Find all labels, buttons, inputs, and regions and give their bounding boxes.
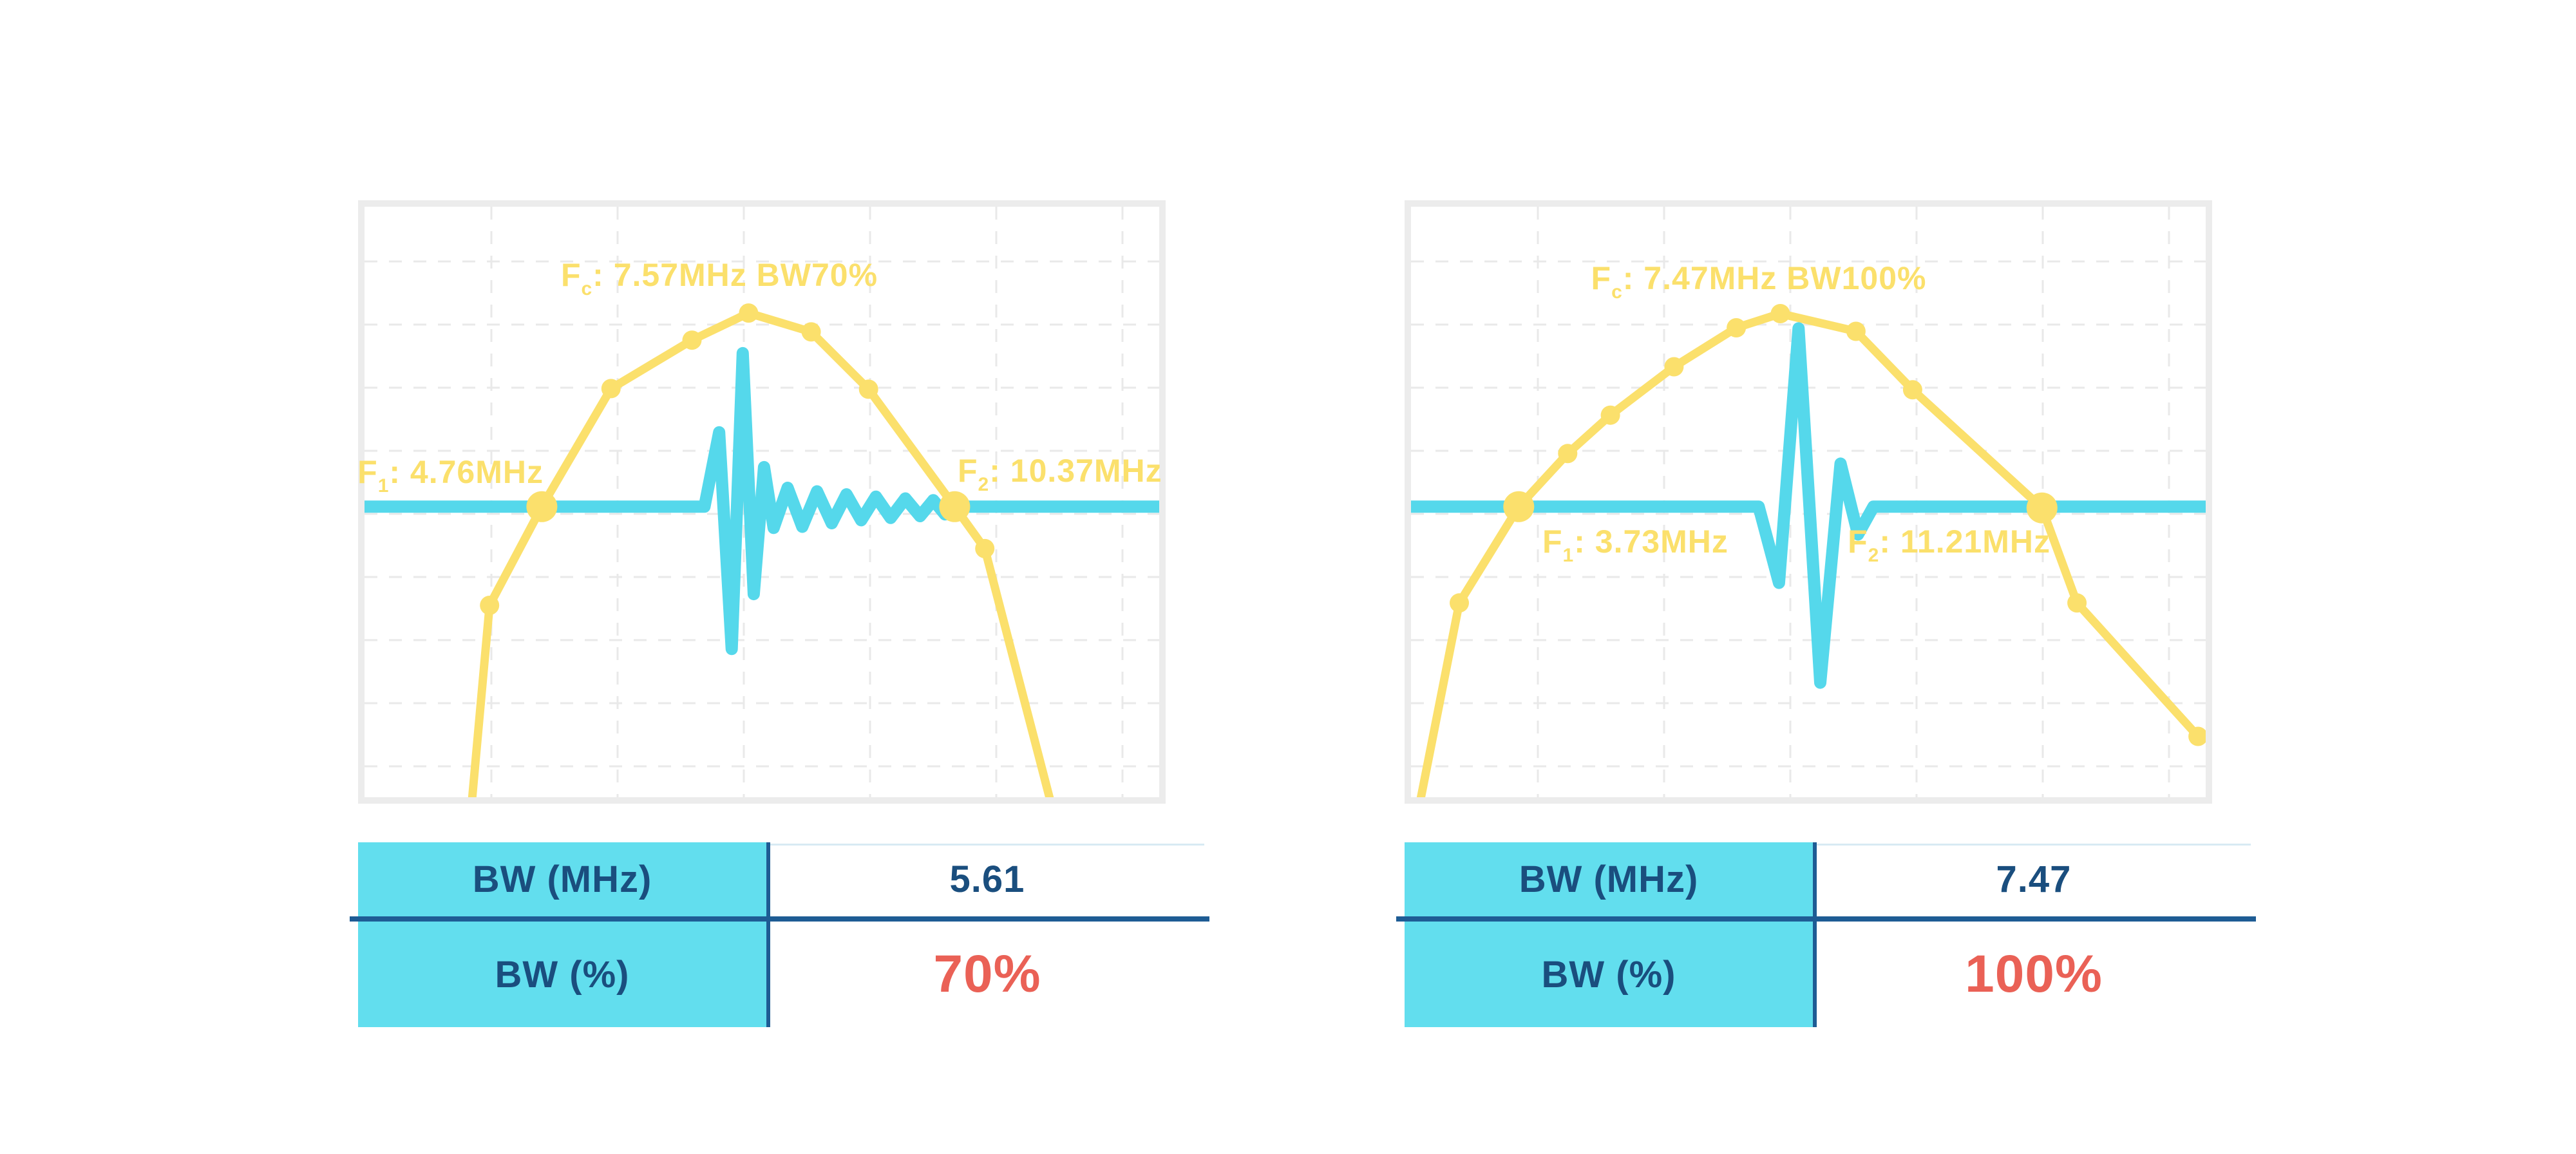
bw-pct-label-cell: BW (%)	[1405, 922, 1813, 1027]
data-point-marker	[1770, 304, 1790, 323]
bw-pct-value: 100%	[1965, 945, 2103, 1003]
data-point-marker	[1600, 405, 1620, 425]
table-top-line	[770, 844, 1204, 846]
bw-pct-value: 70%	[933, 945, 1041, 1003]
bw-mhz-value: 5.61	[949, 858, 1025, 900]
bandwidth-table: BW (MHz) 5.61 BW (%) 70%	[350, 200, 1209, 1027]
bw-pct-label: BW (%)	[1541, 953, 1676, 996]
data-point-marker	[858, 379, 878, 399]
fc-label-subscript: c	[581, 278, 593, 299]
table-row-divider	[350, 916, 1209, 922]
f2-label-value: : 11.21MHz	[1879, 524, 2050, 560]
data-point-marker	[682, 330, 702, 350]
f2-label-subscript: 2	[978, 474, 990, 495]
f2-label-value: : 10.37MHz	[989, 453, 1162, 489]
table-column-divider	[1813, 842, 1817, 1027]
table-top-line	[1817, 844, 2251, 846]
plot-svg	[365, 207, 1159, 797]
data-point-marker	[601, 379, 621, 399]
pulse-waveform-line	[365, 346, 1159, 656]
bandwidth-crossing-marker	[1503, 491, 1535, 522]
fc-label-prefix: F	[560, 257, 582, 293]
data-point-marker	[2067, 593, 2087, 613]
data-point-marker	[1450, 593, 1469, 613]
bw-mhz-value-cell: 7.47	[1817, 842, 2251, 916]
f1-label-prefix: F	[1542, 524, 1563, 560]
bw-pct-label: BW (%)	[495, 953, 630, 996]
bw-pct-value-cell: 70%	[770, 922, 1204, 1027]
data-point-marker	[1846, 321, 1866, 341]
bw-pct-value-cell: 100%	[1817, 922, 2251, 1027]
fc-label-prefix: F	[1591, 260, 1612, 296]
data-point-marker	[801, 322, 821, 342]
bw-pct-label-cell: BW (%)	[358, 922, 766, 1027]
f1-frequency-label: F1: 3.73MHz	[1542, 525, 1728, 565]
data-point-marker	[2188, 726, 2206, 746]
bw-mhz-value-cell: 5.61	[770, 842, 1204, 916]
f2-frequency-label: F2: 11.21MHz	[1848, 525, 2050, 565]
f2-frequency-label: F2: 10.37MHz	[958, 455, 1162, 495]
bw-mhz-label-cell: BW (MHz)	[1405, 842, 1813, 916]
f2-label-subscript: 2	[1868, 545, 1880, 566]
f1-label-value: : 4.76MHz	[389, 454, 544, 490]
bw-mhz-label-cell: BW (MHz)	[358, 842, 766, 916]
f2-label-prefix: F	[1848, 524, 1868, 560]
table-header-column	[1405, 842, 1813, 1027]
data-point-marker	[739, 303, 759, 323]
spectrum-chart: Fc: 7.47MHz BW100% F1: 3.73MHz F2: 11.21…	[1405, 200, 2212, 804]
spectrum-panel-bw70: Fc: 7.57MHz BW70% F1: 4.76MHz F2: 10.37M…	[350, 200, 1209, 1027]
bandwidth-crossing-marker	[526, 491, 558, 522]
center-frequency-label: Fc: 7.57MHz BW70%	[561, 259, 878, 299]
f1-label-value: : 3.73MHz	[1574, 524, 1728, 560]
f1-label-subscript: 1	[1562, 545, 1575, 566]
table-column-divider	[766, 842, 770, 1027]
fc-label-value: : 7.47MHz BW100%	[1622, 260, 1927, 296]
data-point-marker	[480, 596, 500, 615]
spectrum-chart: Fc: 7.57MHz BW70% F1: 4.76MHz F2: 10.37M…	[357, 200, 1166, 804]
f1-label-prefix: F	[357, 454, 378, 490]
f2-label-prefix: F	[958, 453, 978, 489]
data-point-marker	[975, 538, 995, 558]
bw-mhz-label: BW (MHz)	[472, 858, 652, 900]
pulse-waveform-line	[1411, 322, 2206, 689]
plot-svg	[1411, 207, 2206, 797]
center-frequency-label: Fc: 7.47MHz BW100%	[1591, 262, 1927, 302]
table-header-column	[358, 842, 766, 1027]
spectrum-panel-bw100: Fc: 7.47MHz BW100% F1: 3.73MHz F2: 11.21…	[1396, 200, 2256, 1027]
bandwidth-table: BW (MHz) 7.47 BW (%) 100%	[1396, 200, 2256, 1027]
table-row-divider	[1396, 916, 2256, 922]
bandwidth-crossing-marker	[939, 491, 971, 522]
data-point-marker	[1727, 318, 1747, 337]
f1-frequency-label: F1: 4.76MHz	[357, 456, 544, 496]
data-point-marker	[1558, 444, 1578, 464]
bw-mhz-label: BW (MHz)	[1519, 858, 1699, 900]
bandwidth-crossing-marker	[2026, 492, 2058, 524]
data-point-marker	[1664, 357, 1684, 377]
data-point-marker	[1902, 380, 1922, 400]
bw-mhz-value: 7.47	[1996, 858, 2072, 900]
fc-label-subscript: c	[1611, 281, 1623, 303]
f1-label-subscript: 1	[377, 475, 390, 497]
fc-label-value: : 7.57MHz BW70%	[592, 257, 878, 293]
